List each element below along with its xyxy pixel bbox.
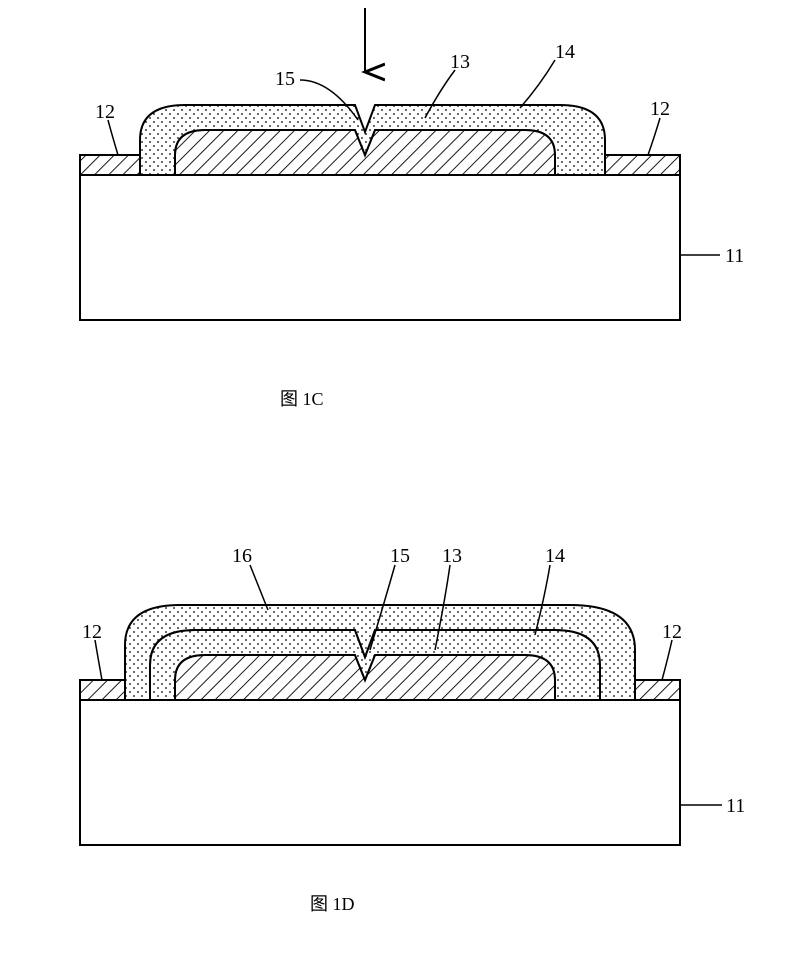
substrate: [80, 175, 680, 320]
figure-1c: 15 13 14 12 12 11 图 1C: [0, 0, 800, 430]
label-15-d: 15: [390, 545, 410, 567]
label-14: 14: [555, 41, 575, 63]
figure-1c-svg: 15 13 14 12 12 11: [0, 0, 800, 430]
leader-12-right: [648, 118, 660, 155]
leader-12-left: [108, 120, 118, 155]
pad-right-d: [635, 680, 680, 700]
label-13-d: 13: [442, 545, 462, 567]
label-11-d: 11: [726, 795, 745, 817]
caption-1d: 图 1D: [310, 890, 355, 916]
label-15: 15: [275, 68, 295, 90]
leader-16-d: [250, 565, 268, 610]
figure-1d-svg: 16 15 13 14 12 12 11: [0, 490, 800, 930]
leader-12-right-d: [662, 640, 672, 680]
substrate-d: [80, 700, 680, 845]
caption-1c: 图 1C: [280, 385, 324, 411]
label-11: 11: [725, 245, 744, 267]
figure-1d: 16 15 13 14 12 12 11 图 1D: [0, 490, 800, 930]
pad-left-d: [80, 680, 125, 700]
leader-12-left-d: [95, 640, 102, 680]
pad-right-top: [605, 155, 680, 175]
label-13: 13: [450, 51, 470, 73]
label-16-d: 16: [232, 545, 252, 567]
label-12-right: 12: [650, 98, 670, 120]
label-12-right-d: 12: [662, 621, 682, 643]
leader-14: [520, 60, 555, 108]
label-14-d: 14: [545, 545, 565, 567]
label-12-left: 12: [95, 101, 115, 123]
label-12-left-d: 12: [82, 621, 102, 643]
